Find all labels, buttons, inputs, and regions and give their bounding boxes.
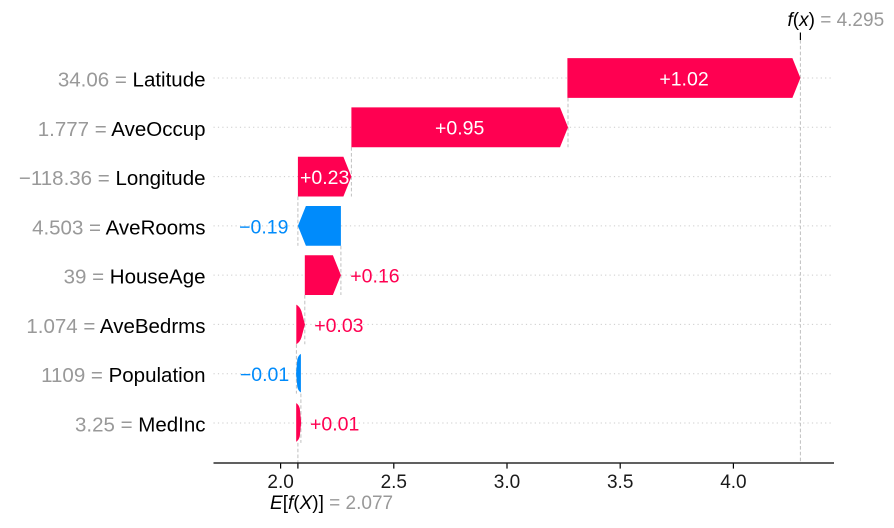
svg-text:−118.36 = Longitude: −118.36 = Longitude <box>19 167 206 190</box>
svg-text:1.777 = AveOccup: 1.777 = AveOccup <box>38 118 206 141</box>
svg-text:2.0: 2.0 <box>267 472 293 493</box>
svg-text:4.0: 4.0 <box>720 472 746 493</box>
svg-text:2.5: 2.5 <box>381 472 407 493</box>
svg-text:34.06 = Latitude: 34.06 = Latitude <box>58 69 206 92</box>
svg-text:f(x) = 4.295: f(x) = 4.295 <box>788 10 885 31</box>
svg-text:3.0: 3.0 <box>494 472 520 493</box>
svg-text:E[f(X)] = 2.077: E[f(X)] = 2.077 <box>270 493 393 514</box>
svg-text:3.25 = MedInc: 3.25 = MedInc <box>75 414 206 437</box>
svg-text:−0.01: −0.01 <box>240 364 289 386</box>
svg-text:1109 = Population: 1109 = Population <box>41 364 205 387</box>
svg-text:4.503 = AveRooms: 4.503 = AveRooms <box>32 216 205 239</box>
svg-text:39 = HouseAge: 39 = HouseAge <box>64 266 206 289</box>
svg-text:+0.01: +0.01 <box>310 413 359 435</box>
svg-text:+0.16: +0.16 <box>350 266 399 288</box>
svg-text:−0.19: −0.19 <box>239 216 288 238</box>
svg-text:1.074 = AveBedrms: 1.074 = AveBedrms <box>26 315 205 338</box>
svg-text:+0.95: +0.95 <box>435 118 484 140</box>
svg-text:+1.02: +1.02 <box>659 68 708 90</box>
svg-text:+0.03: +0.03 <box>314 315 363 337</box>
svg-text:3.5: 3.5 <box>607 472 633 493</box>
svg-text:+0.23: +0.23 <box>300 167 349 189</box>
